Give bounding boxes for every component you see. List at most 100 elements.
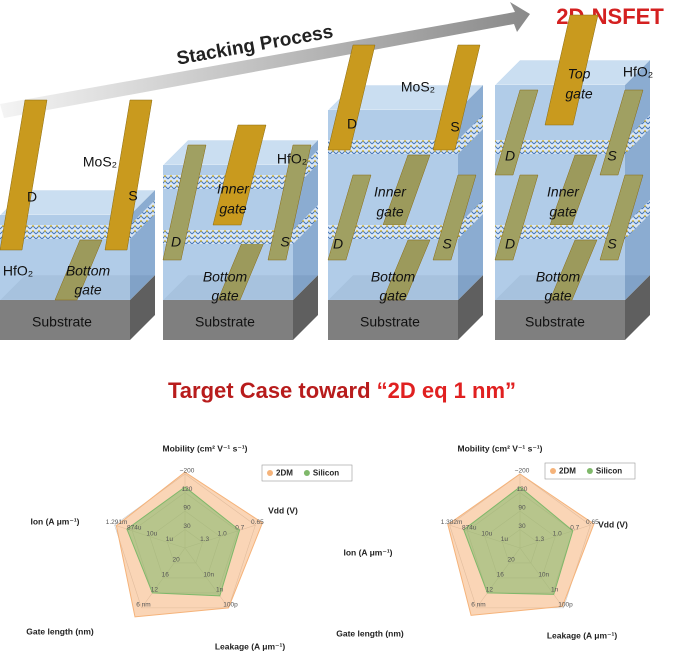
tick-label: 874u [462, 525, 477, 532]
stack-label: S [607, 148, 617, 164]
legend-label: 2DM [559, 467, 576, 476]
stack-label: gate [379, 288, 406, 304]
stack-label: Inner [547, 184, 580, 200]
series-area [126, 486, 241, 597]
stack-label: S [128, 188, 137, 204]
electrode [599, 89, 644, 176]
tick-label: 6 nm [136, 602, 150, 609]
tick-label: 1n [216, 587, 224, 594]
legend-swatch [550, 468, 556, 474]
electrode [494, 89, 539, 176]
tick-label: 120 [182, 486, 193, 493]
stack-label: S [280, 234, 290, 250]
tick-label: 30 [518, 523, 526, 530]
tick-label: 1.3 [200, 536, 209, 543]
stack-label: D [171, 234, 181, 250]
electrode [494, 174, 539, 261]
electrode [162, 144, 207, 261]
tick-label: 10u [146, 530, 157, 537]
tick-label: 1.0 [218, 530, 227, 537]
section-title-part: Target Case toward [168, 378, 377, 403]
axis-title: Vdd (V) [598, 519, 628, 529]
legend-label: Silicon [596, 467, 622, 476]
legend-label: Silicon [313, 469, 339, 478]
stack-label: S [607, 236, 617, 252]
electrode [104, 99, 153, 251]
tick-label: 100p [223, 602, 238, 609]
tick-label: 0.7 [570, 525, 579, 532]
tick-label: 100p [558, 602, 573, 609]
tick-label: 1n [551, 587, 559, 594]
stack-label: Bottom [66, 263, 111, 279]
electrode [267, 144, 312, 261]
electrode [0, 99, 48, 251]
stacking-arrow [0, 2, 530, 118]
tick-label: 20 [173, 557, 181, 564]
stack-label: D [347, 116, 357, 132]
stack-label: MoS₂ [401, 79, 435, 95]
stack-label: D [333, 236, 343, 252]
stack-label: Substrate [195, 314, 255, 330]
embedded-gate [54, 239, 103, 301]
mos2-channel [293, 205, 318, 244]
tick-label: 1u [501, 536, 509, 543]
axis-title: Vdd (V) [268, 505, 298, 515]
device-stacks: MoS₂ D S HfO₂ Bottom gate Substrate Inner gate Hf… [0, 14, 653, 340]
stack-label: MoS₂ [83, 154, 117, 170]
substrate-side [458, 275, 483, 340]
radar-charts: 30 90 120 ~200 Mobility (cm² V⁻¹ s⁻¹) 1.3 1.0 0… [26, 443, 636, 651]
electrode [432, 44, 481, 151]
embedded-gate [382, 239, 431, 301]
tick-label: 12 [151, 587, 159, 594]
mos2-channel-front [328, 225, 458, 239]
stack-label: HfO₂ [277, 151, 307, 167]
electrode [599, 174, 644, 261]
electrode [327, 44, 376, 151]
stack-label: Substrate [360, 314, 420, 330]
mos2-channel [130, 200, 155, 239]
mos2-channel [458, 200, 483, 239]
mos2-channel-front [495, 225, 625, 239]
axis-title: Gate length (nm) [26, 626, 94, 636]
tick-label: 20 [508, 557, 516, 564]
tick-label: 16 [497, 572, 505, 579]
tick-label: 30 [183, 523, 191, 530]
stack-label: D [505, 148, 515, 164]
stack-label: Bottom [203, 269, 248, 285]
section-title: Target Case toward “2D eq 1 nm” [168, 378, 516, 403]
tick-label: 16 [162, 572, 170, 579]
stack-label: Bottom [536, 269, 581, 285]
mos2-channel-front [495, 140, 625, 154]
legend-swatch [586, 468, 593, 474]
stack-label: S [450, 119, 459, 135]
tick-label: 1.3 [535, 536, 544, 543]
tick-label: 1.382m [441, 519, 463, 526]
stack-label: Top [568, 66, 591, 82]
stack-label: gate [544, 288, 571, 304]
mos2-channel-front [328, 140, 458, 154]
legend-label: 2DM [276, 469, 293, 478]
stack-label: HfO₂ [3, 263, 33, 279]
tick-label: ~200 [180, 468, 195, 475]
tick-label: 120 [517, 486, 528, 493]
tick-label: 1.291m [106, 519, 128, 526]
stack-label: gate [211, 288, 238, 304]
axis-title: Ion (A μm⁻¹) [343, 547, 392, 557]
legend-swatch [303, 470, 310, 476]
substrate-side [130, 275, 155, 340]
stack-label: Inner [374, 184, 407, 200]
tick-label: 874u [127, 525, 142, 532]
axis-title: Leakage (A μm⁻¹) [215, 641, 285, 651]
mos2-channel-front [0, 225, 130, 239]
substrate-front [163, 300, 293, 340]
legend-swatch [267, 470, 273, 476]
mos2-channel [625, 115, 650, 154]
substrate-front [495, 300, 625, 340]
stack-label: gate [74, 282, 101, 298]
stack-label: gate [565, 86, 592, 102]
tick-label: 10n [203, 572, 214, 579]
tick-label: 10u [481, 530, 492, 537]
stack-label: Inner [217, 181, 250, 197]
stack-label: gate [219, 201, 246, 217]
